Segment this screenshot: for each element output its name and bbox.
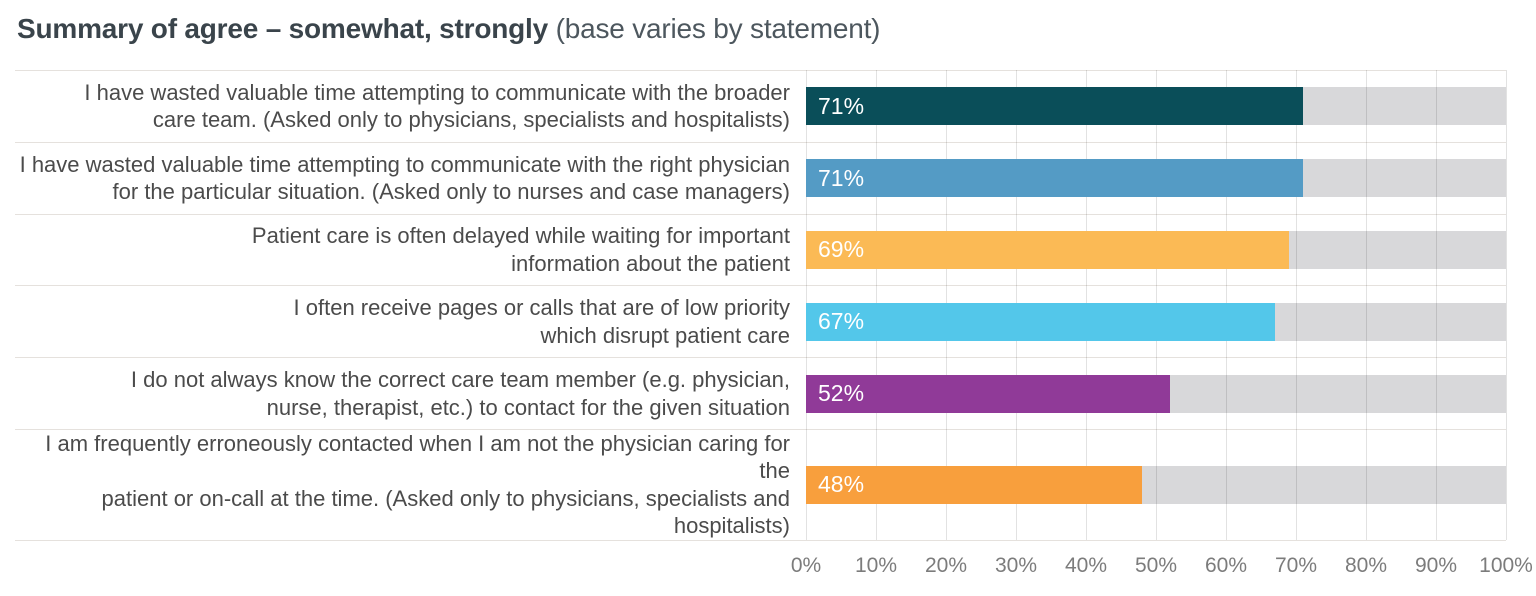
x-axis-tick-label: 40%	[1064, 554, 1108, 577]
row-label: I am frequently erroneously contacted wh…	[45, 430, 790, 539]
chart-title-main: Summary of agree – somewhat, strongly	[17, 13, 548, 44]
bar: 71%	[806, 159, 1303, 198]
chart-title: Summary of agree – somewhat, strongly (b…	[17, 13, 880, 45]
bar: 52%	[806, 374, 1170, 413]
x-axis-tick-label: 30%	[994, 554, 1038, 577]
row-label: I have wasted valuable time attempting t…	[19, 151, 790, 205]
table-row: I have wasted valuable time attempting t…	[15, 70, 1506, 142]
bar-cell: 48%	[806, 465, 1506, 504]
bar-cell: 71%	[806, 87, 1506, 126]
bar: 69%	[806, 230, 1289, 269]
chart-title-subtitle: (base varies by statement)	[548, 13, 881, 44]
gridline	[1506, 70, 1507, 540]
table-row: I do not always know the correct care te…	[15, 357, 1506, 429]
x-axis-tick-label: 90%	[1414, 554, 1458, 577]
row-label: I often receive pages or calls that are …	[293, 295, 790, 348]
bar-value-label: 71%	[818, 92, 865, 119]
table-row: I am frequently erroneously contacted wh…	[15, 428, 1506, 540]
bar-cell: 67%	[806, 302, 1506, 341]
x-axis-tick-label: 70%	[1274, 554, 1318, 577]
bar: 67%	[806, 302, 1275, 341]
x-axis-tick-label: 20%	[924, 554, 968, 577]
bar: 71%	[806, 87, 1303, 126]
bar-cell: 52%	[806, 374, 1506, 413]
x-axis-tick-label: 80%	[1344, 554, 1388, 577]
bar-cell: 69%	[806, 230, 1506, 269]
row-label: I have wasted valuable time attempting t…	[84, 79, 790, 133]
row-label: Patient care is often delayed while wait…	[251, 223, 790, 276]
x-axis-tick-label: 10%	[854, 554, 898, 577]
x-axis-tick-label: 60%	[1204, 554, 1248, 577]
bar-value-label: 48%	[818, 471, 865, 498]
x-axis: 0% 10% 20% 30% 40% 50% 60% 70% 80% 90% 100%	[791, 548, 1533, 588]
bar-value-label: 67%	[818, 308, 865, 335]
table-row: I often receive pages or calls that are …	[15, 285, 1506, 357]
x-axis-tick-label: 50%	[1134, 554, 1178, 577]
bar-value-label: 52%	[818, 380, 865, 407]
bar-cell: 71%	[806, 159, 1506, 198]
table-row: I have wasted valuable time attempting t…	[15, 141, 1506, 214]
x-axis-tick-label: 0%	[790, 554, 822, 577]
bar-chart-rows: I have wasted valuable time attempting t…	[15, 70, 1506, 541]
row-label: I do not always know the correct care te…	[130, 367, 790, 420]
x-axis-tick-label: 100%	[1479, 554, 1533, 577]
table-row: Patient care is often delayed while wait…	[15, 213, 1506, 286]
bar: 48%	[806, 465, 1142, 504]
bar-value-label: 69%	[818, 236, 865, 263]
bar-value-label: 71%	[818, 164, 865, 191]
